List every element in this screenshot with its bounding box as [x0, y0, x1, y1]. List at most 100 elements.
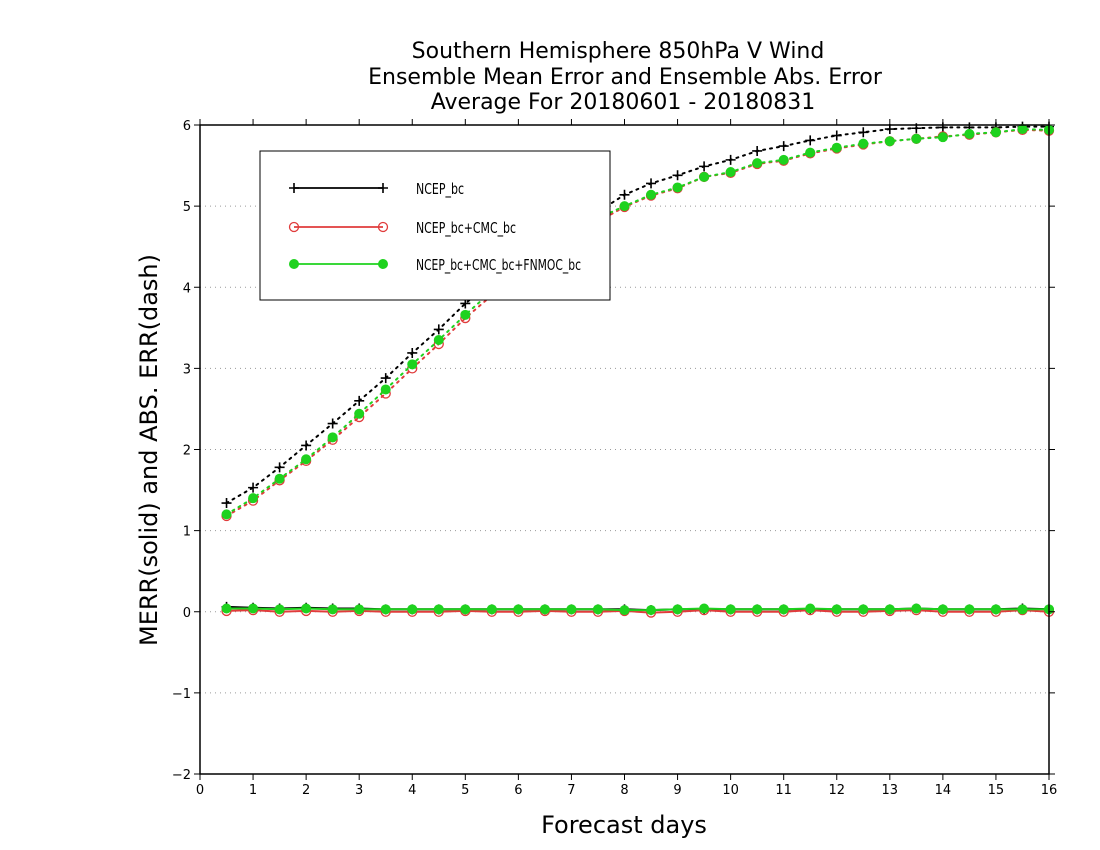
- mean-error-point: [858, 604, 869, 615]
- mean-error-point: [513, 604, 524, 615]
- x-tick-label: 0: [196, 783, 204, 798]
- mean-error-point: [699, 603, 710, 614]
- abs-error-point: [1017, 124, 1028, 135]
- abs-error-point: [460, 309, 471, 320]
- abs-error-point: [248, 493, 259, 504]
- y-tick-label: −1: [172, 687, 191, 702]
- abs-error-point: [831, 130, 842, 141]
- legend-label: NCEP_bc+CMC_bc+FNMOC_bc: [416, 256, 581, 275]
- abs-error-point: [380, 373, 391, 384]
- abs-error-point: [646, 189, 657, 200]
- x-tick-label: 10: [722, 783, 739, 798]
- mean-error-point: [805, 603, 816, 614]
- y-tick-label: 5: [183, 200, 191, 215]
- mean-error-point: [274, 604, 285, 615]
- abs-error-point: [646, 178, 657, 189]
- abs-error-point: [619, 189, 630, 200]
- legend-entry-ncep-cmc: NCEP_bc+CMC_bc: [288, 219, 516, 238]
- abs-error-point: [911, 133, 922, 144]
- abs-error-point: [301, 440, 312, 451]
- y-axis-ticks: −2 −1 0 1 2 3 4 5 6: [172, 119, 1055, 783]
- mean-error-point: [460, 604, 471, 615]
- legend-marker: [289, 183, 299, 193]
- abs-error-point: [327, 432, 338, 443]
- x-tick-label: 16: [1041, 783, 1058, 798]
- abs-error-point: [858, 127, 869, 138]
- abs-error-point: [407, 359, 418, 370]
- x-tick-label: 7: [567, 783, 575, 798]
- x-tick-label: 5: [461, 783, 469, 798]
- legend-marker: [378, 259, 388, 269]
- x-tick-label: 4: [408, 783, 416, 798]
- abs-error-point: [354, 395, 365, 406]
- x-axis-label: Forecast days: [541, 811, 707, 839]
- x-tick-label: 15: [988, 783, 1005, 798]
- mean-error-point: [486, 604, 497, 615]
- mean-error-point: [380, 604, 391, 615]
- mean-error-point: [354, 604, 365, 615]
- abs-error-point: [884, 136, 895, 147]
- mean-error-point: [884, 604, 895, 615]
- chart-title: Southern Hemisphere 850hPa V Wind Ensemb…: [368, 39, 883, 115]
- y-tick-label: 2: [183, 444, 191, 459]
- y-tick-label: 3: [183, 362, 191, 377]
- abs-error-point: [858, 138, 869, 149]
- x-axis-ticks: 0 1 2 3 4 5 6 7 8 9 10 11 12 13 14 15 16: [196, 119, 1057, 798]
- abs-error-point: [354, 408, 365, 419]
- mean-error-point: [725, 604, 736, 615]
- legend-label: NCEP_bc+CMC_bc: [416, 219, 516, 238]
- legend-marker: [378, 183, 388, 193]
- mean-error-point: [831, 604, 842, 615]
- legend-box: [259, 150, 611, 301]
- abs-error-point: [725, 167, 736, 178]
- x-tick-label: 11: [775, 783, 792, 798]
- abs-error-point: [672, 182, 683, 193]
- abs-error-point: [433, 324, 444, 335]
- abs-error-point: [937, 132, 948, 143]
- abs-error-point: [990, 127, 1001, 138]
- y-tick-label: 6: [183, 119, 191, 134]
- title-line-3: Average For 20180601 - 20180831: [431, 90, 816, 115]
- abs-error-point: [699, 161, 710, 172]
- mean-error-point: [619, 605, 630, 616]
- abs-error-point: [407, 347, 418, 358]
- mean-error-point: [592, 604, 603, 615]
- abs-error-point: [831, 142, 842, 153]
- abs-error-point: [752, 145, 763, 156]
- abs-error-point: [327, 418, 338, 429]
- x-tick-label: 1: [249, 783, 257, 798]
- abs-error-point: [805, 147, 816, 158]
- x-tick-label: 6: [514, 783, 522, 798]
- mean-error-point: [646, 605, 657, 616]
- legend-entry-ncep-cmc-fnmoc: NCEP_bc+CMC_bc+FNMOC_bc: [289, 256, 581, 275]
- legend-marker: [377, 221, 389, 233]
- abs-error-line-ncep-cmc-fnmoc: [225, 128, 1050, 516]
- abs-error-point: [221, 498, 232, 509]
- x-tick-label: 8: [620, 783, 628, 798]
- mean-error-point: [1017, 604, 1028, 615]
- abs-error-point: [221, 509, 232, 520]
- title-line-1: Southern Hemisphere 850hPa V Wind: [412, 39, 825, 64]
- abs-error-point: [964, 128, 975, 139]
- mean-error-point: [990, 604, 1001, 615]
- y-axis-label: MERR(solid) and ABS. ERR(dash): [135, 254, 163, 646]
- abs-error-point: [778, 154, 789, 165]
- abs-error-point: [248, 482, 259, 493]
- mean-error-point: [301, 603, 312, 614]
- y-tick-label: 1: [183, 525, 191, 540]
- abs-error-point: [725, 154, 736, 165]
- abs-error-point: [433, 334, 444, 345]
- x-tick-label: 2: [302, 783, 310, 798]
- x-tick-label: 12: [828, 783, 845, 798]
- abs-error-point: [778, 141, 789, 152]
- y-tick-label: −2: [172, 768, 191, 783]
- mean-error-point: [964, 604, 975, 615]
- y-tick-label: 4: [183, 281, 191, 296]
- mean-error-point: [937, 604, 948, 615]
- mean-error-point: [752, 604, 763, 615]
- abs-error-point: [699, 171, 710, 182]
- abs-error-point: [672, 170, 683, 181]
- abs-error-point: [380, 384, 391, 395]
- x-tick-label: 14: [935, 783, 952, 798]
